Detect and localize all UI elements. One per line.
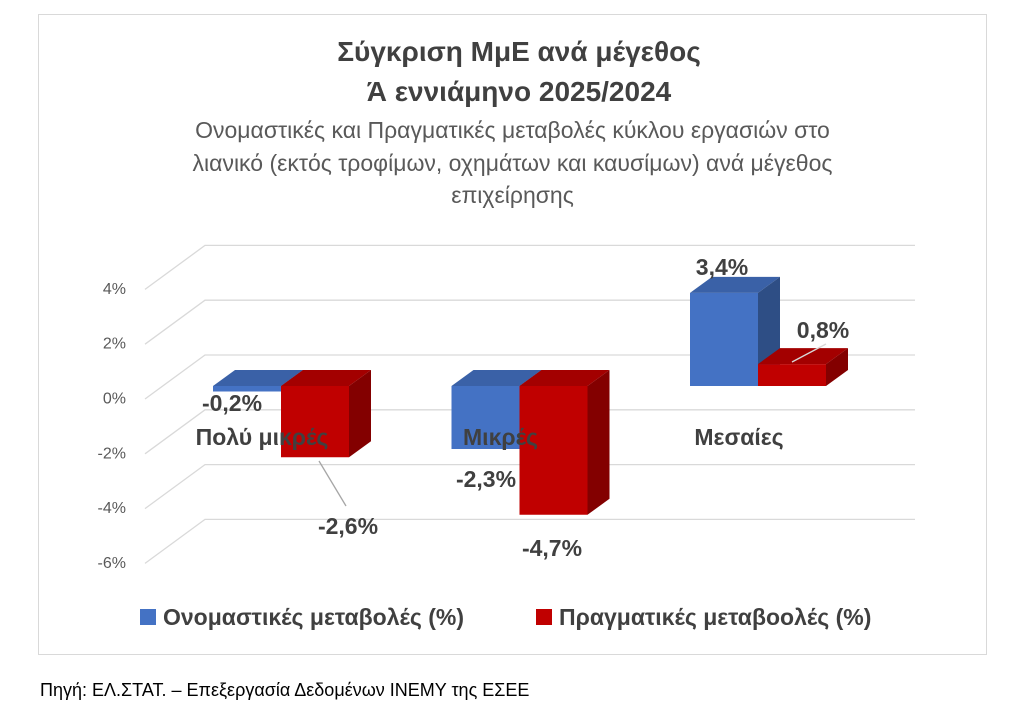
data-label-real-very-small: -2,6% [318, 513, 378, 539]
bar-front-face [451, 386, 520, 450]
category-label-very-small: Πολύ μικρές [196, 424, 329, 450]
leader-line-real-very-small [318, 460, 347, 507]
leader-line-real-medium [791, 343, 827, 363]
bar-real-very-small [281, 370, 371, 458]
y-tick-label: 4% [103, 281, 126, 298]
gridline [144, 518, 915, 564]
category-labels: Πολύ μικρές Μικρές Μεσαίες [196, 424, 784, 450]
bar-front-face [281, 386, 349, 458]
bar-top-face [519, 370, 610, 386]
chart-subtitle: Ονομαστικές και Πραγματικές μεταβολές κύ… [38, 114, 987, 212]
bar-real-small [519, 370, 610, 515]
legend-label-real: Πραγματικές μεταβοολές (%) [559, 604, 872, 630]
gridlines [144, 244, 915, 564]
gridline [144, 463, 915, 510]
bar-front-face [213, 386, 281, 392]
bar-side-face [349, 370, 371, 458]
category-label-small: Μικρές [463, 424, 538, 450]
y-tick-label: 2% [103, 336, 126, 353]
data-label-nominal-small: -2,3% [456, 466, 516, 492]
category-label-medium: Μεσαίες [694, 424, 783, 450]
bar-top-face [690, 276, 780, 293]
bar-side-face [587, 370, 610, 515]
legend-item-nominal: Ονομαστικές μεταβολές (%) [140, 605, 464, 629]
data-label-real-medium: 0,8% [797, 317, 849, 343]
bar-top-face [451, 370, 542, 386]
bar-front-face [758, 364, 826, 386]
y-tick-label: -6% [98, 555, 126, 572]
y-tick-label: -4% [98, 500, 126, 517]
source-note: Πηγή: ΕΛ.ΣΤΑΤ. – Επεξεργασία Δεδομένων Ι… [40, 680, 530, 700]
legend-swatch-real [536, 609, 552, 625]
chart-title-line-1: Σύγκριση ΜμΕ ανά μέγεθος [337, 36, 701, 67]
bar-front-face [519, 386, 588, 515]
y-tick-label: -2% [98, 445, 126, 462]
bar-front-face [690, 292, 758, 386]
chart-title-line-2: Ά εννιάμηνο 2025/2024 [366, 76, 672, 107]
gridline [144, 244, 915, 290]
leader-lines [318, 343, 827, 507]
gridline [144, 354, 915, 400]
gridline [144, 299, 915, 345]
bar-top-face [281, 370, 371, 386]
data-label-real-small: -4,7% [522, 535, 582, 561]
bar-top-face [213, 370, 303, 386]
data-label-nominal-very-small: -0,2% [202, 390, 262, 416]
chart-subtitle-line-2: λιανικό (εκτός τροφίμων, οχημάτων και κα… [192, 149, 833, 176]
y-axis-tick-labels: 4% 2% 0% -2% -4% -6% [98, 281, 126, 572]
data-labels: -0,2% -2,3% 3,4% -2,6% -4,7% 0,8% [202, 254, 849, 561]
gridline [144, 409, 915, 455]
chart-subtitle-line-1: Ονομαστικές και Πραγματικές μεταβολές κύ… [195, 117, 830, 143]
legend-label-nominal: Ονομαστικές μεταβολές (%) [163, 604, 465, 630]
y-tick-label: 0% [103, 391, 126, 408]
legend-item-real: Πραγματικές μεταβοολές (%) [536, 605, 871, 629]
bars [213, 276, 848, 515]
chart-subtitle-line-3: επιχείρησης [451, 182, 574, 208]
chart-container [38, 14, 987, 655]
legend-swatch-nominal [140, 609, 156, 625]
bar-side-face [826, 348, 848, 386]
data-label-nominal-medium: 3,4% [696, 254, 748, 280]
chart-title: Σύγκριση ΜμΕ ανά μέγεθος Ά εννιάμηνο 202… [38, 32, 1000, 112]
